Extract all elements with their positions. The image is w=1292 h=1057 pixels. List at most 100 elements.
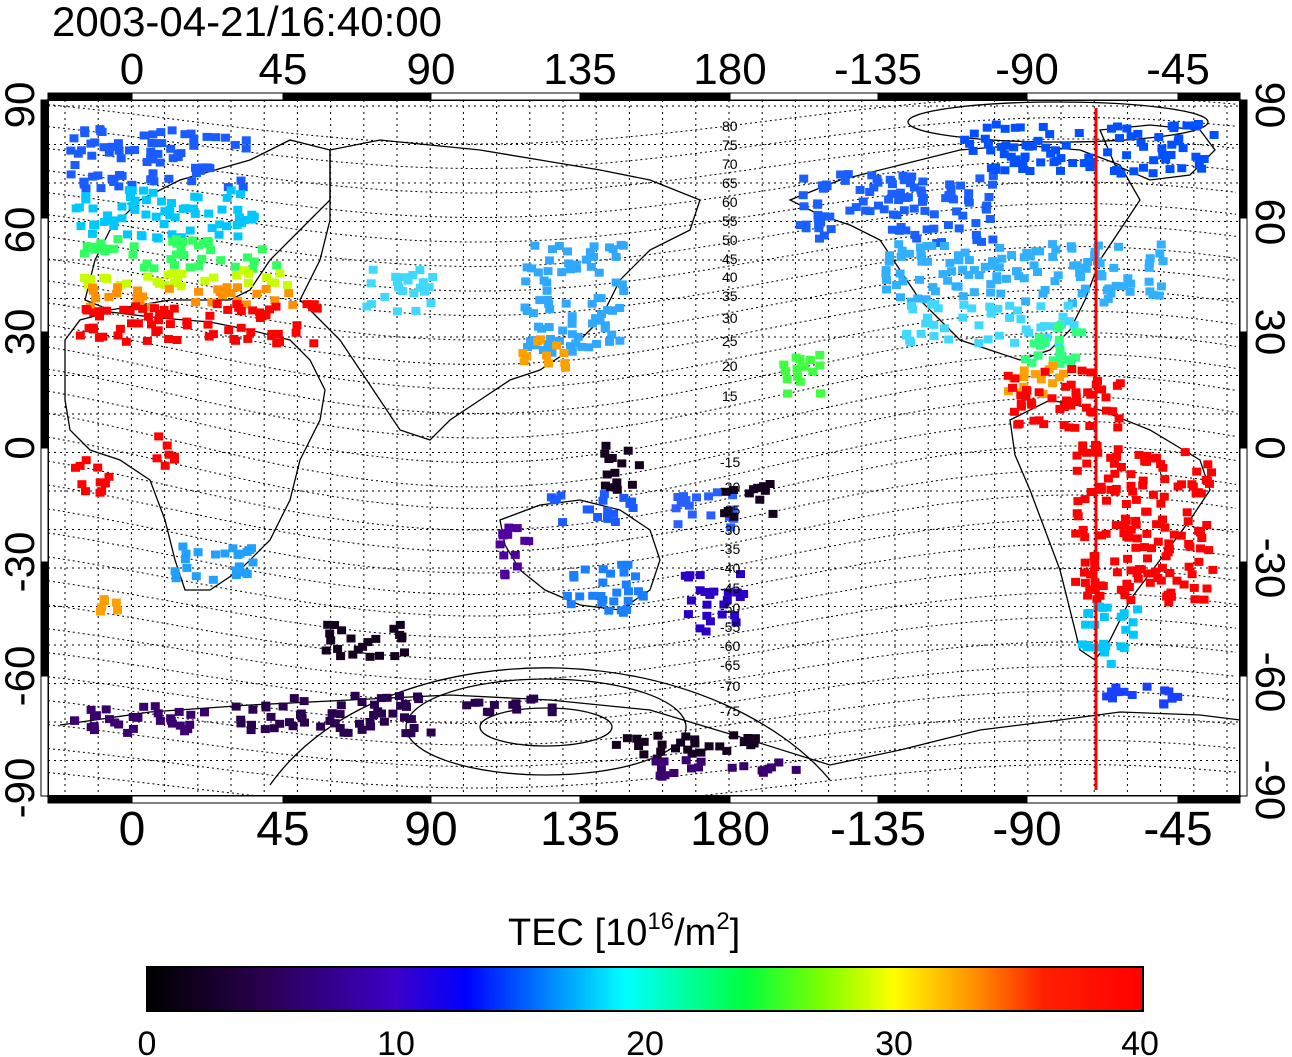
tec-pixel — [415, 266, 425, 275]
frame-tick-bar — [1239, 331, 1248, 449]
tec-pixel — [597, 309, 606, 318]
tec-pixel — [222, 193, 232, 202]
tec-pixel — [1059, 421, 1069, 430]
tec-pixel — [676, 498, 686, 507]
tec-pixel — [226, 186, 236, 195]
tec-pixel — [1121, 500, 1131, 508]
tec-pixel — [241, 300, 251, 309]
tec-pixel — [128, 724, 138, 733]
tec-pixel — [1099, 298, 1109, 307]
tec-pixel — [1013, 420, 1023, 429]
tec-pixel — [603, 306, 613, 315]
contour-pole-south — [479, 707, 613, 747]
tec-pixel — [355, 719, 364, 728]
tec-pixel — [930, 300, 940, 309]
tec-pixel — [170, 279, 180, 287]
tec-pixel — [521, 277, 531, 286]
tec-pixel — [545, 256, 554, 265]
tec-pixel — [723, 588, 733, 597]
tec-pixel — [991, 165, 1001, 174]
tec-pixel — [1145, 578, 1155, 587]
tec-pixel — [721, 487, 731, 496]
tec-pixel — [206, 246, 216, 255]
tec-pixel — [1020, 152, 1030, 161]
tec-pixel — [813, 214, 823, 223]
tec-pixel — [1160, 523, 1170, 532]
tec-pixel — [774, 758, 784, 767]
tec-pixel — [543, 296, 553, 304]
tec-pixel — [1136, 138, 1146, 147]
tec-pixel — [882, 275, 891, 284]
tec-pixel — [623, 560, 633, 569]
tec-pixel — [1121, 625, 1131, 634]
left-lat-tick: 30 — [0, 309, 43, 356]
tec-pixel — [1177, 480, 1186, 489]
tec-pixel — [108, 216, 118, 225]
tec-pixel — [1142, 507, 1152, 516]
contour-label: -65 — [720, 657, 740, 673]
tec-pixel — [1134, 450, 1144, 459]
frame-tick-bar — [1239, 447, 1248, 563]
tec-pixel — [155, 158, 165, 167]
tec-pixel — [1122, 124, 1132, 133]
tec-pixel — [760, 486, 770, 495]
tec-pixel — [1025, 167, 1035, 175]
tec-pixel — [612, 478, 622, 487]
tec-pixel — [86, 705, 96, 714]
tec-pixel — [99, 143, 109, 152]
tec-pixel — [159, 220, 169, 229]
tec-pixel — [960, 248, 970, 257]
left-lat-axis: 90 60 30 0 -30 -60 -90 — [0, 82, 43, 819]
tec-pixel — [887, 189, 897, 198]
tec-pixel — [81, 305, 91, 313]
contour-labels: 80 75 70 65 60 55 50 45 40 35 30 25 20 15 -15 -20 -25 -30… — [720, 118, 740, 719]
tec-pixel — [325, 716, 335, 725]
colorbar-title-close: ] — [730, 912, 741, 954]
tec-pixel — [923, 257, 932, 266]
tec-pixel — [167, 230, 177, 239]
tec-pixel — [895, 269, 905, 278]
tec-pixel — [1021, 297, 1031, 306]
tec-pixel — [673, 493, 683, 501]
tec-pixel — [999, 150, 1009, 159]
tec-pixel — [1197, 534, 1207, 542]
tec-pixel — [1126, 596, 1136, 605]
tec-pixel — [300, 718, 309, 727]
tec-pixel — [1005, 313, 1015, 322]
tec-pixel — [904, 249, 914, 258]
tec-pixel — [182, 321, 192, 330]
tec-pixel — [1083, 591, 1093, 600]
tec-pixel — [954, 251, 963, 260]
tec-pixel — [631, 572, 640, 581]
tec-pixel — [131, 302, 141, 311]
tec-pixel — [615, 304, 625, 312]
tec-pixel — [1077, 328, 1087, 337]
tec-pixel — [885, 251, 894, 260]
tec-pixel — [1148, 490, 1158, 499]
tec-pixel — [560, 359, 570, 367]
tec-pixel — [1125, 287, 1135, 296]
tec-pixel — [511, 699, 521, 708]
tec-pixel — [865, 188, 875, 196]
tec-pixel — [330, 621, 340, 629]
contour-label: 80 — [722, 118, 738, 134]
tec-pixel — [681, 756, 691, 765]
tec-pixel — [985, 302, 995, 311]
tec-pixel — [1197, 164, 1207, 173]
tec-pixel — [462, 701, 472, 710]
tec-pixel — [896, 252, 906, 261]
contour-label: -25 — [720, 502, 740, 518]
tec-pixel — [113, 139, 123, 148]
frame-tick-bar — [1239, 217, 1248, 333]
tec-pixel — [1173, 137, 1183, 146]
tec-pixel — [1081, 620, 1091, 629]
tec-pixel — [1096, 531, 1106, 540]
tec-pixel — [1086, 570, 1096, 579]
tec-pixel — [114, 182, 124, 191]
tec-pixel — [1113, 122, 1122, 131]
tec-pixel — [229, 335, 239, 343]
tec-pixel — [1144, 259, 1154, 268]
tec-pixel — [687, 510, 697, 519]
tec-pixel — [1119, 687, 1129, 696]
tec-pixel — [275, 269, 285, 278]
